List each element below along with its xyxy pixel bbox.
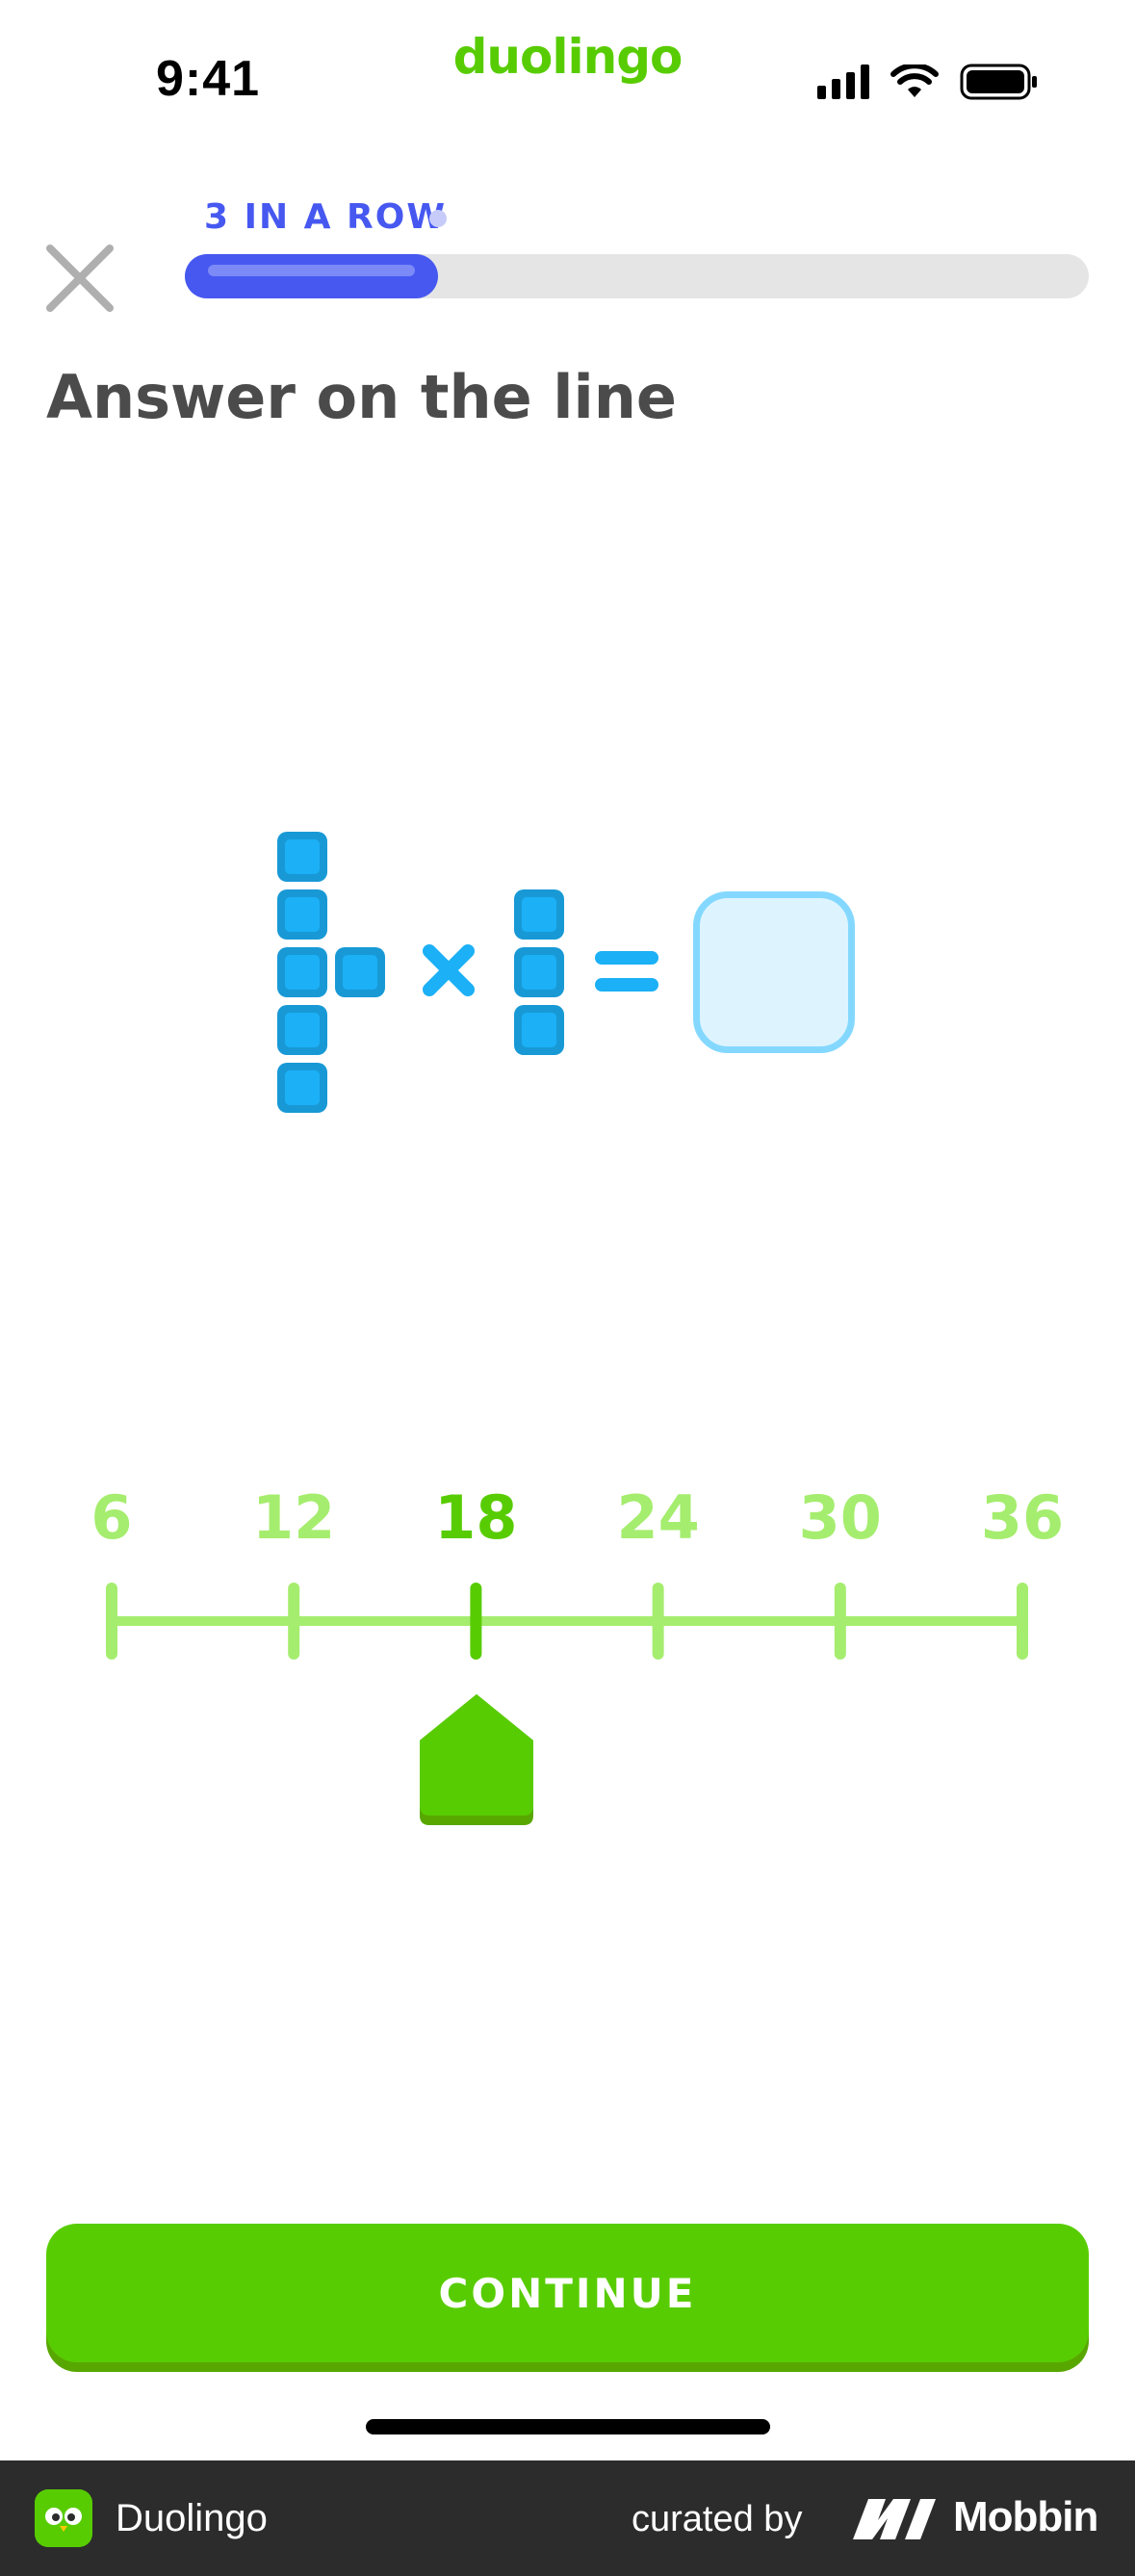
duolingo-app-icon: [35, 2489, 92, 2547]
mobbin-name: Mobbin: [953, 2493, 1098, 2540]
battery-icon: [960, 64, 1037, 100]
duolingo-logo: duolingo: [452, 29, 684, 85]
footer-app-name: Duolingo: [116, 2497, 268, 2539]
number-line-ticks: [106, 1583, 1028, 1660]
mobbin-logo-icon: [853, 2499, 936, 2539]
tick-label[interactable]: 6: [90, 1482, 133, 1553]
footer-bar: Duolingo curated by Mobbin: [0, 2460, 1135, 2576]
tick-label[interactable]: 12: [252, 1482, 336, 1553]
streak-dot: [429, 210, 447, 227]
progress-bar: [185, 254, 1089, 298]
status-icons: [817, 64, 1039, 100]
wifi-icon: [890, 64, 939, 97]
signal-icon: [817, 64, 869, 99]
tick-label[interactable]: 30: [798, 1482, 882, 1553]
continue-button[interactable]: CONTINUE: [46, 2224, 1089, 2362]
home-indicator: [366, 2419, 770, 2434]
tick-label[interactable]: 24: [616, 1482, 700, 1553]
slider-handle[interactable]: [414, 1692, 539, 1827]
continue-label: CONTINUE: [438, 2269, 697, 2317]
close-button[interactable]: [42, 241, 117, 316]
answer-box: [693, 891, 855, 1053]
close-icon: [46, 245, 114, 312]
progress-fill: [185, 254, 438, 298]
prompt-title: Answer on the line: [46, 362, 677, 432]
status-time: 9:41: [156, 51, 261, 107]
status-bar: 9:41 duolingo: [0, 0, 1135, 144]
tick-label[interactable]: 18: [434, 1482, 518, 1553]
progress-shine: [208, 265, 415, 276]
tick-label[interactable]: 36: [980, 1482, 1065, 1553]
streak-label: 3 IN A ROW: [204, 197, 448, 237]
curated-by-label: curated by: [632, 2499, 803, 2539]
